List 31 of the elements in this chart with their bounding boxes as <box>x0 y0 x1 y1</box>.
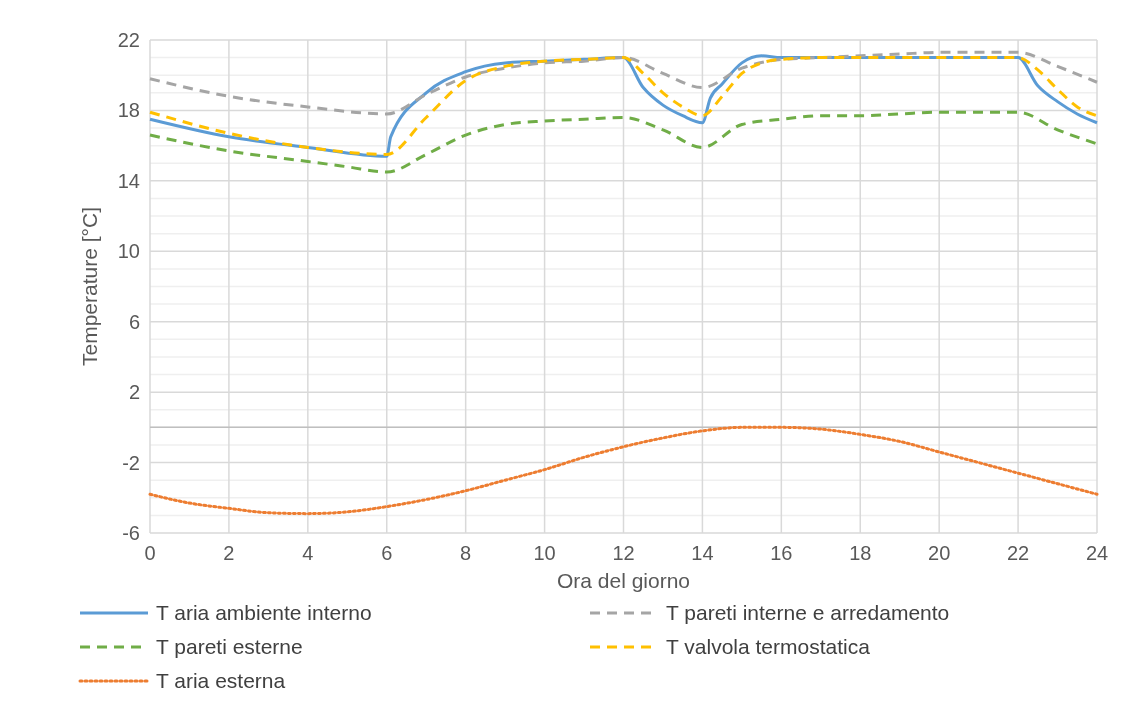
x-tick-label: 22 <box>1006 542 1030 564</box>
legend-label: T aria ambiente interno <box>156 601 372 625</box>
line-series <box>148 425 1099 516</box>
x-tick-label: 14 <box>691 542 714 564</box>
y-tick-label: 2 <box>128 381 140 404</box>
x-tick-label: 6 <box>381 542 393 564</box>
y-tick-label: -6 <box>122 522 140 544</box>
x-tick-label: 12 <box>612 542 635 564</box>
x-tick-label: 2 <box>223 542 235 564</box>
x-tick-label: 8 <box>460 542 472 564</box>
y-tick-label: 10 <box>117 240 140 263</box>
y-axis-title: Temperature [°C] <box>78 207 102 366</box>
x-tick-label: 16 <box>770 542 793 564</box>
x-tick-label: 10 <box>533 542 556 564</box>
legend-label: T pareti esterne <box>156 635 303 659</box>
legend-label: T pareti interne e arredamento <box>666 601 950 625</box>
y-tick-label: 22 <box>117 29 140 51</box>
legend-label: T aria esterna <box>156 669 286 693</box>
y-tick-label: -2 <box>122 451 140 474</box>
x-tick-label: 20 <box>928 542 951 564</box>
x-axis-title: Ora del giorno <box>556 569 691 593</box>
line-series <box>148 50 1099 116</box>
y-tick-label: 6 <box>128 310 140 333</box>
y-tick-label: 14 <box>117 169 140 192</box>
line-series <box>148 110 1099 174</box>
y-tick-label: 18 <box>117 99 140 122</box>
x-tick-label: 0 <box>144 542 156 564</box>
x-tick-label: 18 <box>849 542 872 564</box>
legend-label: T valvola termostatica <box>666 635 871 659</box>
x-tick-label: 24 <box>1085 542 1109 564</box>
x-tick-label: 4 <box>302 542 314 564</box>
